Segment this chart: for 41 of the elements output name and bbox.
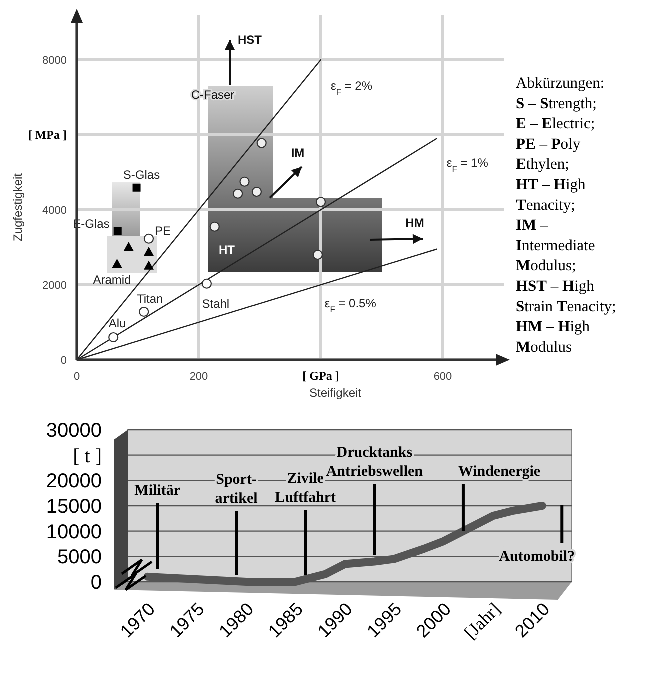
annotation: IM — [291, 146, 305, 160]
y-tick-label: 20000 — [46, 470, 102, 493]
series-label: S-Glas — [123, 168, 160, 182]
series-label: ε$_{F}$ = 1% — [446, 156, 489, 174]
text: PE – Poly Ethylen; — [516, 136, 581, 174]
y-tick-label: 15000 — [46, 496, 102, 518]
text: Abkürzungen: — [516, 75, 605, 92]
series-label: ε$_{F}$ = 0.5% — [324, 296, 377, 314]
y-tick-label: [ t ] — [73, 445, 102, 468]
x-tick-label: [ GPa ] — [302, 369, 340, 383]
text: IM – Intermediate Modulus; — [516, 217, 596, 275]
text: HT – High Tenacity; — [516, 176, 586, 214]
y-tick-label: 10000 — [46, 521, 102, 544]
y-axis-title: Zugfestigkeit — [11, 172, 25, 242]
ref-line-label: Windenergie — [458, 464, 541, 480]
y-tick-label: 30000 — [46, 420, 102, 442]
series-label: PE — [154, 224, 171, 238]
y-tick-label: 5000 — [58, 546, 102, 569]
y-tick-label: 0 — [90, 572, 102, 594]
series-label: Stahl — [202, 296, 230, 311]
y-tick-label: 0 — [60, 354, 67, 367]
x-tick-label: 200 — [190, 371, 208, 383]
series-label: Titan — [136, 292, 164, 306]
series-label: ε$_{F}$ = 2% — [331, 79, 373, 97]
text: HM – High Modulus — [516, 318, 590, 356]
series-label: Alu — [108, 316, 126, 330]
x-tick-label: 600 — [434, 371, 452, 383]
annotation: HT — [219, 243, 236, 257]
y-tick-label: 2000 — [42, 280, 67, 292]
text: S – Strength; — [516, 95, 597, 112]
annotation: C-Faser — [191, 88, 235, 102]
y-tick-label: 8000 — [42, 54, 67, 67]
x-axis-title: Steifigkeit — [309, 386, 362, 400]
y-tick-label: [ MPa ] — [28, 128, 67, 142]
annotation: HM — [406, 216, 424, 230]
text: E – Electric; — [516, 116, 596, 133]
annotation: HST — [238, 33, 263, 47]
ref-line-label: Militär — [134, 483, 181, 499]
series-label: Aramid — [93, 273, 132, 287]
y-tick-label: 4000 — [42, 204, 67, 217]
text: HST – High Strain Tenacity; — [516, 278, 616, 316]
